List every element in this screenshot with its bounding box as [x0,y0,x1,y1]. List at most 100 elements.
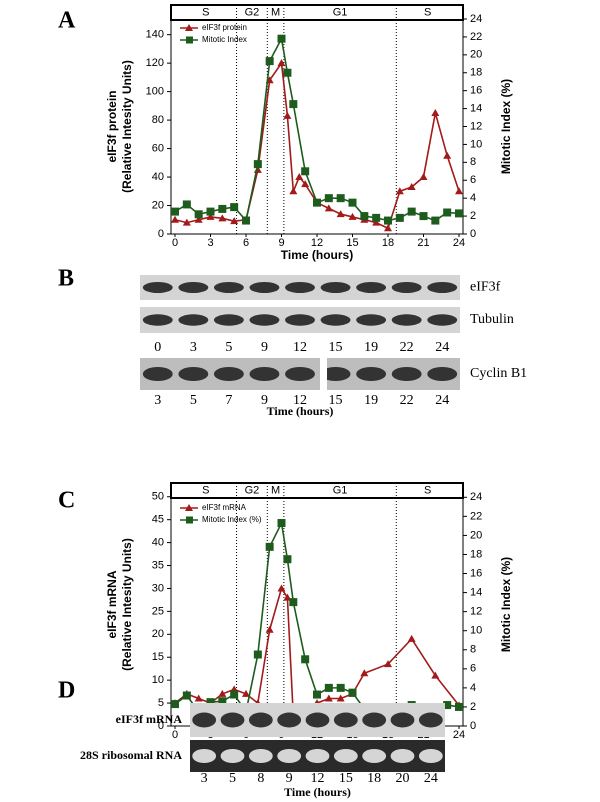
phase-bar [170,4,464,21]
y2-tick-label: 16 [470,567,482,579]
panel-letter: A [58,8,76,34]
blot-band [333,748,358,764]
data-point [230,217,239,225]
lane-label: 24 [435,393,449,408]
y2-tick-label: 22 [470,510,482,522]
blot-band [249,282,280,293]
lane-label: 3 [201,771,208,786]
blot-label: Tubulin [470,312,514,327]
lane-label: 7 [225,393,232,408]
blot-label: eIF3f [470,280,501,295]
data-point [443,208,452,217]
phase-label: G2 [245,484,260,496]
data-point [431,216,440,225]
blot-band [391,282,422,293]
y2-tick-label: 24 [470,13,482,25]
phase-label: G1 [333,484,348,496]
lane-label: 18 [367,771,381,786]
blot-band [320,314,351,326]
y2-tick-label: 12 [470,606,482,618]
data-point [277,519,286,528]
data-point [443,151,452,159]
legend-marker [185,504,193,511]
lane-label: 3 [154,393,161,408]
y2-tick-label: 4 [470,192,476,204]
y-tick-label: 25 [152,605,164,617]
blot-band [220,712,245,728]
blot-band [277,748,302,764]
x-tick-label: 3 [207,237,213,249]
data-point [182,200,191,209]
phase-label: S [424,6,431,18]
y-axis-label: eIF3f mRNA [105,570,119,638]
data-point [301,655,310,664]
data-point [407,183,416,191]
lane-label: 8 [257,771,264,786]
x-tick-label: 0 [172,729,178,741]
y2-tick-label: 14 [470,586,482,598]
data-point [218,204,227,213]
blot-band [427,314,458,326]
blot-band [427,366,458,382]
lane-label: 22 [400,340,414,355]
lane-label: 15 [329,340,343,355]
data-point [253,160,262,169]
phase-label: S [202,484,209,496]
series-line [174,520,460,718]
lane-label: 12 [311,771,325,786]
blot-band [220,748,245,764]
data-point [230,203,239,212]
data-point [336,210,345,218]
y-tick-label: 20 [152,199,164,211]
y-tick-label: 30 [152,582,164,594]
phase-label: S [202,6,209,18]
phase-label: G2 [245,6,260,18]
lane-label: 9 [286,771,293,786]
blot-band [427,282,458,293]
y2-tick-label: 18 [470,67,482,79]
phase-bar [170,482,464,499]
data-point [348,688,357,697]
lane-label: 12 [293,340,307,355]
data-point [372,213,381,222]
x-tick-label: 24 [453,237,465,249]
data-point [265,542,274,551]
lane-label: 9 [261,393,268,408]
data-point [419,212,428,221]
y-tick-label: 100 [146,86,164,98]
y2-tick-label: 22 [470,31,482,43]
panel-letter: D [58,678,75,704]
data-point [313,198,321,207]
y-tick-label: 5 [158,697,164,709]
blot-band [248,712,273,728]
y2-tick-label: 20 [470,529,482,541]
lane-label: 15 [329,393,343,408]
data-point [265,57,274,66]
y2-tick-label: 20 [470,49,482,61]
blot-band [213,282,244,293]
lane-label: 5 [229,771,236,786]
data-point [206,698,215,707]
data-point [194,215,203,223]
data-point [407,207,416,216]
blot-band [390,748,415,764]
data-point [384,224,392,232]
x-tick-label: 6 [243,237,249,249]
y2-tick-label: 12 [470,120,482,132]
blot-band [391,314,422,326]
panel-letter: B [58,266,74,292]
blot-band [249,314,280,326]
blot-band [178,366,209,382]
lane-label: 20 [396,771,410,786]
blot-band [285,366,315,382]
data-point [455,209,463,218]
lane-label: 19 [364,393,378,408]
blot-band [213,314,244,326]
blot-band [305,712,330,728]
x-tick-label: 15 [346,237,358,249]
y2-tick-label: 10 [470,625,482,637]
data-point [348,198,357,207]
y2-tick-label: 10 [470,138,482,150]
data-point [395,187,404,195]
y-tick-label: 15 [152,651,164,663]
